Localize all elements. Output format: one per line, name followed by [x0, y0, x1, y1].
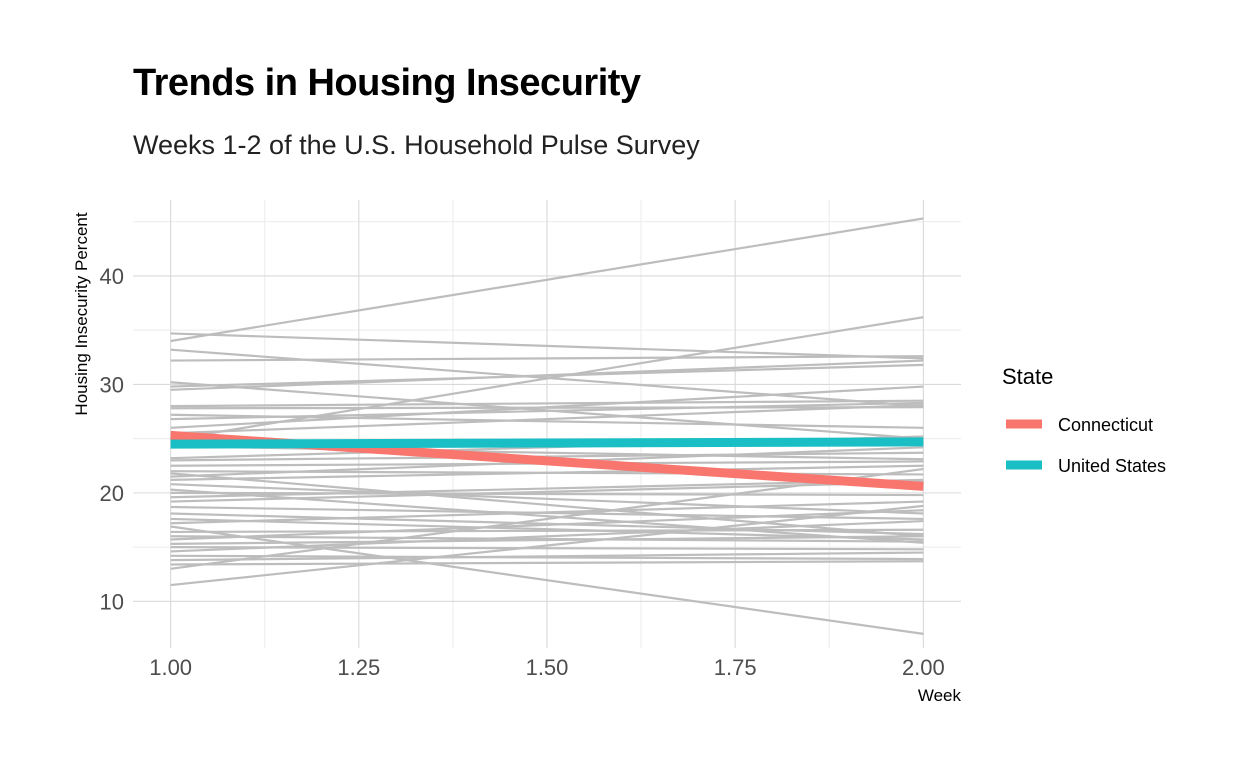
background-series-line: [170, 483, 924, 515]
background-series-line: [170, 551, 924, 562]
chart-title: Trends in Housing Insecurity: [133, 62, 641, 104]
y-tick-label: 10: [100, 589, 124, 614]
background-series-line: [170, 517, 924, 541]
background-series-line: [170, 217, 924, 343]
background-series-line: [170, 355, 924, 362]
background-series-line: [170, 401, 924, 421]
background-series-line: [170, 525, 924, 635]
background-series-line: [170, 445, 924, 461]
background-series-line: [170, 399, 924, 408]
background-series-line: [170, 478, 924, 499]
axis-ticks: 1.00 1.25 1.50 1.75 2.00 10 20 30 40: [100, 264, 945, 680]
series-line-united-states: [170, 437, 924, 449]
x-axis-label: Week: [918, 686, 962, 705]
background-series-line: [170, 403, 924, 435]
x-tick-label: 2.00: [902, 655, 945, 680]
legend-label-united-states: United States: [1058, 456, 1166, 476]
background-series-line: [170, 528, 924, 534]
x-tick-label: 1.00: [149, 655, 192, 680]
y-tick-label: 30: [100, 372, 124, 397]
background-series-line: [170, 504, 924, 587]
background-series-line: [170, 316, 924, 441]
legend: State Connecticut United States: [1002, 364, 1166, 476]
background-series-line: [170, 464, 924, 481]
background-series-line: [170, 467, 924, 570]
highlighted-series-layer: [170, 430, 924, 491]
background-series-line: [170, 560, 924, 566]
background-series-line: [170, 519, 924, 553]
legend-label-connecticut: Connecticut: [1058, 415, 1153, 435]
background-series-line: [170, 535, 924, 545]
legend-title: State: [1002, 364, 1053, 389]
y-tick-label: 40: [100, 264, 124, 289]
background-series-line: [170, 509, 924, 541]
y-tick-label: 20: [100, 481, 124, 506]
x-tick-label: 1.25: [337, 655, 380, 680]
chart-subtitle: Weeks 1-2 of the U.S. Household Pulse Su…: [133, 130, 700, 160]
x-tick-label: 1.50: [526, 655, 569, 680]
background-series-line: [170, 332, 924, 360]
y-axis-label: Housing Insecurity Percent: [72, 212, 91, 415]
background-series-line: [170, 359, 924, 391]
x-tick-label: 1.75: [714, 655, 757, 680]
background-series-line: [170, 500, 924, 525]
background-series-line: [170, 385, 924, 429]
